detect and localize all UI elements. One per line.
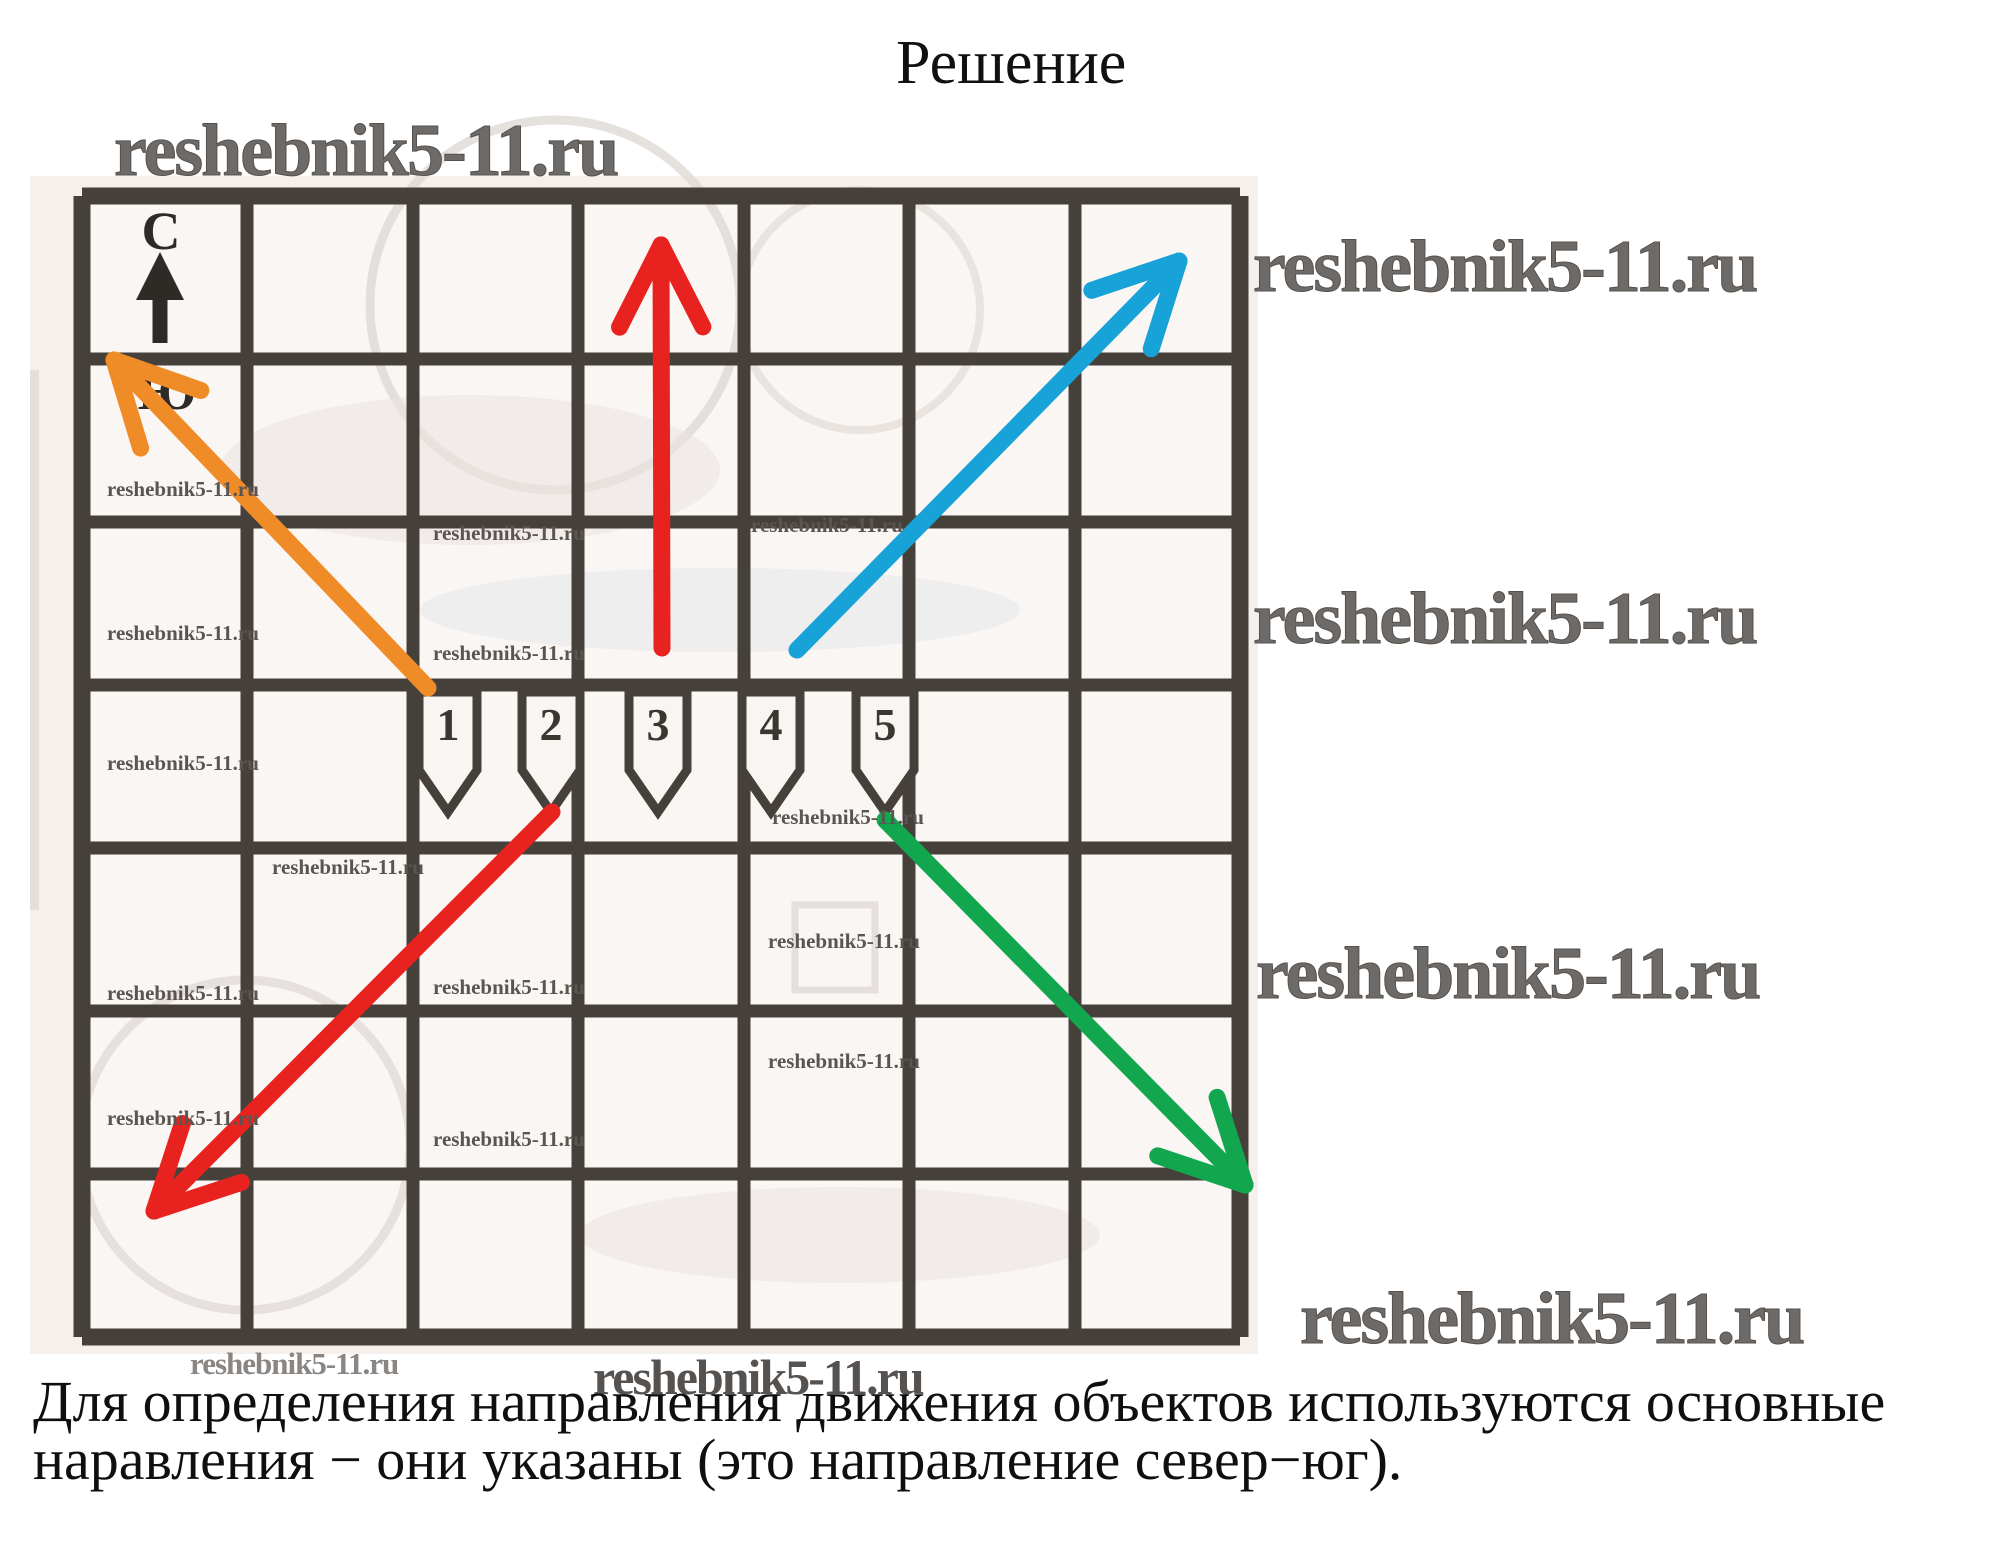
watermark-large: reshebnik5-11.ru [1255,933,1761,1015]
faint-sketch-artifact [791,901,879,994]
watermark-cell: reshebnik5-11.ru [433,521,585,545]
watermark-large: reshebnik5-11.ru [190,1346,399,1381]
watermark-large: reshebnik5-11.ru [1299,1278,1805,1360]
northwest-arrow-orange [105,351,437,697]
marker-number-5: 5 [874,699,897,750]
faint-smudge-artifact [580,1187,1100,1283]
watermark-cell: reshebnik5-11.ru [107,621,259,645]
watermark-cell: reshebnik5-11.ru [107,751,259,775]
northeast-arrow-blue [788,252,1188,659]
marker-pennant-4 [737,687,805,820]
north-arrow-red-head [652,236,712,336]
southeast-arrow-green-head [1208,1088,1254,1194]
north-arrow-red-head [611,236,670,336]
marker-pennant-3 [624,687,692,820]
page-title: Решение [896,29,1127,97]
compass-north-icon [136,252,184,300]
compass-north-label: С [142,201,181,261]
watermark-cell: reshebnik5-11.ru [433,975,585,999]
northwest-arrow-orange-head [105,351,150,457]
caption-line-2: наравления − они указаны (это направлени… [33,1427,1403,1492]
marker-number-4: 4 [760,699,783,750]
watermark-cell: reshebnik5-11.ru [768,929,920,953]
marker-pennant-1 [414,687,482,820]
caption-line-1: Для определения направления движения объ… [33,1369,1886,1434]
watermark-large: reshebnik5-11.ru [1252,226,1758,308]
faint-smudge-artifact [420,568,1020,652]
watermark-cell: reshebnik5-11.ru [433,641,585,665]
marker-number-2: 2 [540,699,563,750]
northeast-arrow-blue-head [1083,252,1188,299]
watermark-cell: reshebnik5-11.ru [433,1127,585,1151]
marker-pennant-2 [517,687,585,820]
watermark-large: reshebnik5-11.ru [1252,578,1758,660]
watermark-cell: reshebnik5-11.ru [107,1106,259,1130]
compass-north-icon [152,292,168,343]
watermark-cell: reshebnik5-11.ru [107,477,259,501]
marker-number-1: 1 [437,699,460,750]
northwest-arrow-orange-head [105,351,210,399]
north-arrow-red [652,236,671,657]
watermark-cell: reshebnik5-11.ru [272,855,424,879]
southwest-arrow-red [145,803,561,1220]
watermark-large: reshebnik5-11.ru [593,1349,925,1405]
watermark-cell: reshebnik5-11.ru [751,513,903,537]
watermark-large: reshebnik5-11.ru [113,110,619,192]
southwest-arrow-red-head [145,1115,191,1220]
watermark-cell: reshebnik5-11.ru [107,981,259,1005]
watermark-cell: reshebnik5-11.ru [768,1049,920,1073]
southwest-arrow-red-head [145,1173,250,1220]
marker-pennant-5 [851,687,919,820]
watermark-cell: reshebnik5-11.ru [772,805,924,829]
northeast-arrow-blue-head [1142,252,1188,358]
page-edge-shadow [30,370,39,910]
faint-smudge-artifact [220,395,720,545]
southeast-arrow-green-head [1149,1147,1254,1194]
southeast-arrow-green [876,811,1254,1194]
marker-number-3: 3 [647,699,670,750]
